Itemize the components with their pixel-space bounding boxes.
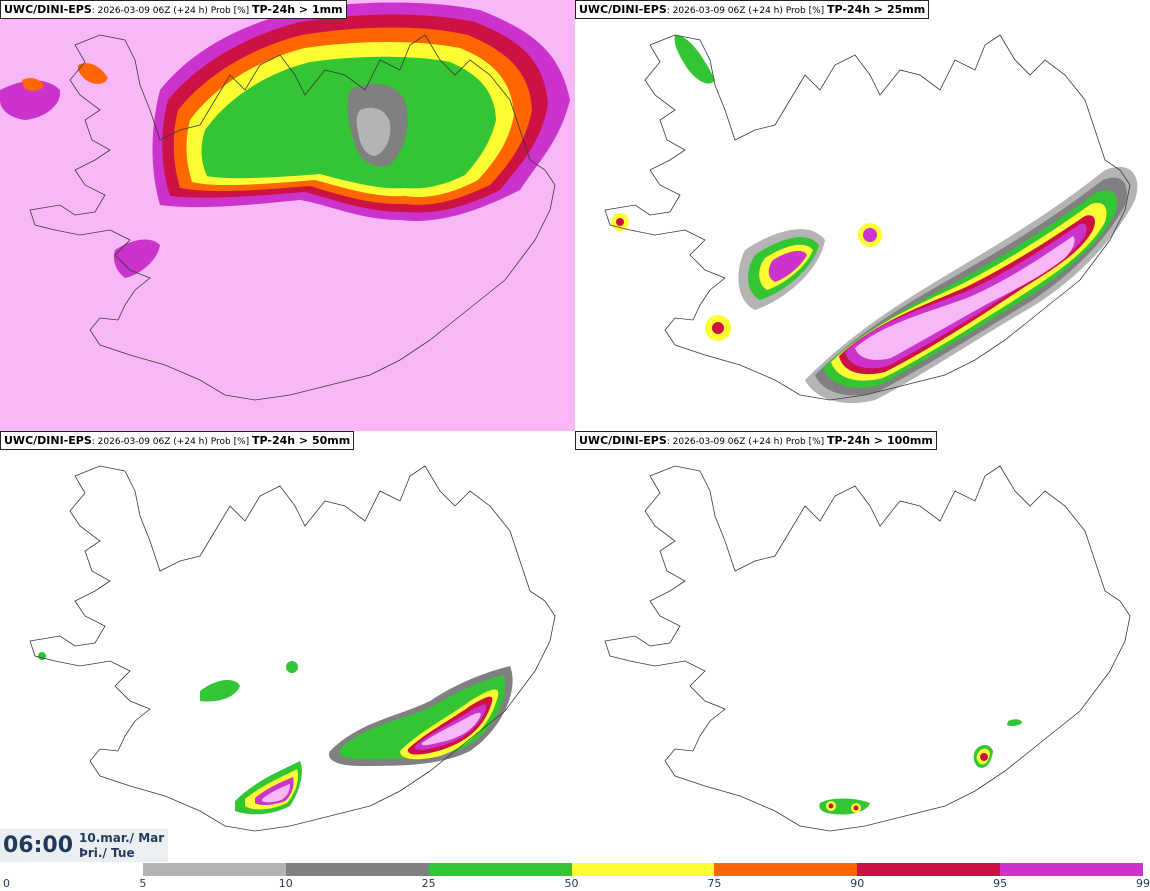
valid-date: 10.mar./ Mar Þri./ Tue [79, 831, 168, 861]
colorbar-segment-75 [714, 863, 857, 876]
probability-map [604, 34, 1138, 404]
probability-map [0, 0, 575, 431]
probability-map [604, 465, 1131, 832]
valid-date-line2: Þri./ Tue [79, 845, 135, 860]
map-panel-tp-100mm: UWC/DINI-EPS: 2026-03-09 06Z (+24 h) Pro… [575, 431, 1150, 862]
panel-title: UWC/DINI-EPS: 2026-03-09 06Z (+24 h) Pro… [0, 0, 347, 19]
west-precip-cells [611, 35, 882, 341]
map-panel-tp-25mm: UWC/DINI-EPS: 2026-03-09 06Z (+24 h) Pro… [575, 0, 1150, 431]
panel-title: UWC/DINI-EPS: 2026-03-09 06Z (+24 h) Pro… [575, 431, 937, 450]
colorbar-tick-label: 75 [707, 877, 721, 890]
colorbar-tick-label: 5 [139, 877, 146, 890]
colorbar-tick-label: 10 [279, 877, 293, 890]
colorbar-segment-10 [286, 863, 429, 876]
colorbar-segment-25 [429, 863, 572, 876]
map-panel-tp-50mm: UWC/DINI-EPS: 2026-03-09 06Z (+24 h) Pro… [0, 431, 575, 862]
valid-date-line1: 10.mar./ Mar [79, 830, 165, 845]
northern-precip-band [152, 2, 570, 221]
colorbar-tick-label: 90 [850, 877, 864, 890]
southeast-precip-cells [819, 719, 1022, 815]
colorbar-tick-label: 50 [565, 877, 579, 890]
colorbar-segment-90 [857, 863, 1000, 876]
panel-title: UWC/DINI-EPS: 2026-03-09 06Z (+24 h) Pro… [0, 431, 355, 450]
southeast-precip-band [805, 166, 1138, 404]
valid-time-box: 06:00 10.mar./ Mar Þri./ Tue [0, 829, 169, 862]
western-precip-patches [0, 63, 160, 278]
colorbar-segment-50 [572, 863, 714, 876]
probability-map [29, 465, 556, 832]
probability-colorbar: 0 5 10 25 50 75 90 95 99 [3, 863, 1150, 890]
southeast-precip-band [38, 652, 513, 815]
colorbar-tick-label: 0 [3, 877, 10, 890]
colorbar-tick-label: 99 [1136, 877, 1150, 890]
colorbar-tick-label: 25 [422, 877, 436, 890]
colorbar-tick-label: 95 [993, 877, 1007, 890]
map-panel-tp-1mm: UWC/DINI-EPS: 2026-03-09 06Z (+24 h) Pro… [0, 0, 575, 431]
panel-title: UWC/DINI-EPS: 2026-03-09 06Z (+24 h) Pro… [575, 0, 930, 19]
valid-time: 06:00 [3, 833, 74, 858]
colorbar-segment-95 [1000, 863, 1143, 876]
colorbar-segment-5 [143, 863, 286, 876]
